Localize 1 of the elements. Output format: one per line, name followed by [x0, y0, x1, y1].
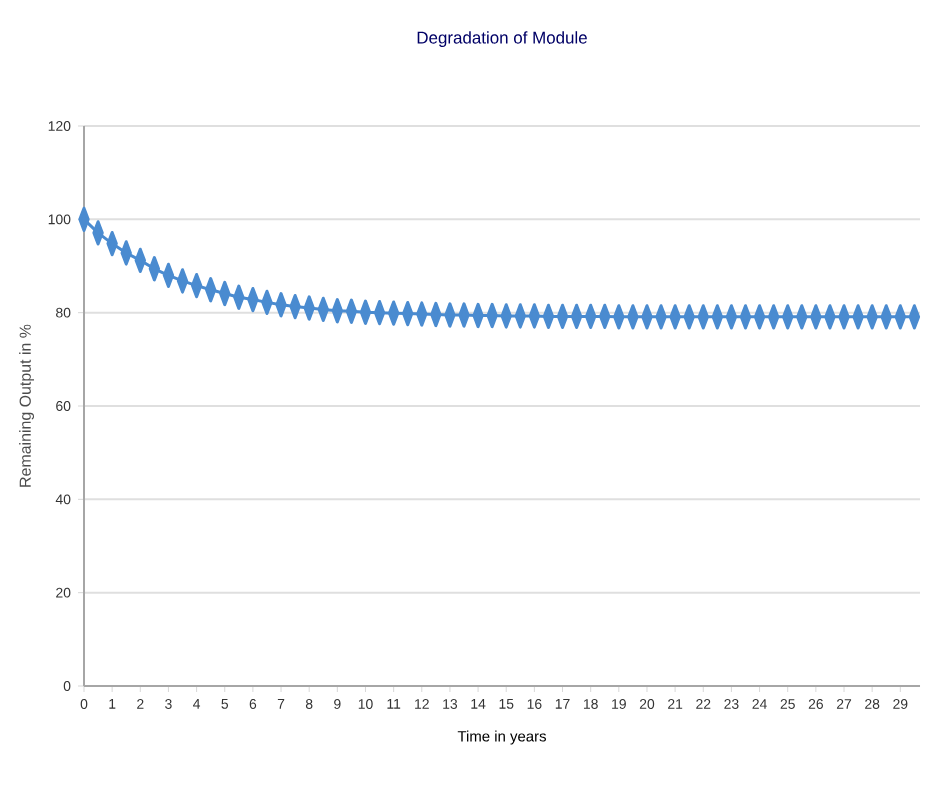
- chart-title: Degradation of Module: [417, 31, 587, 47]
